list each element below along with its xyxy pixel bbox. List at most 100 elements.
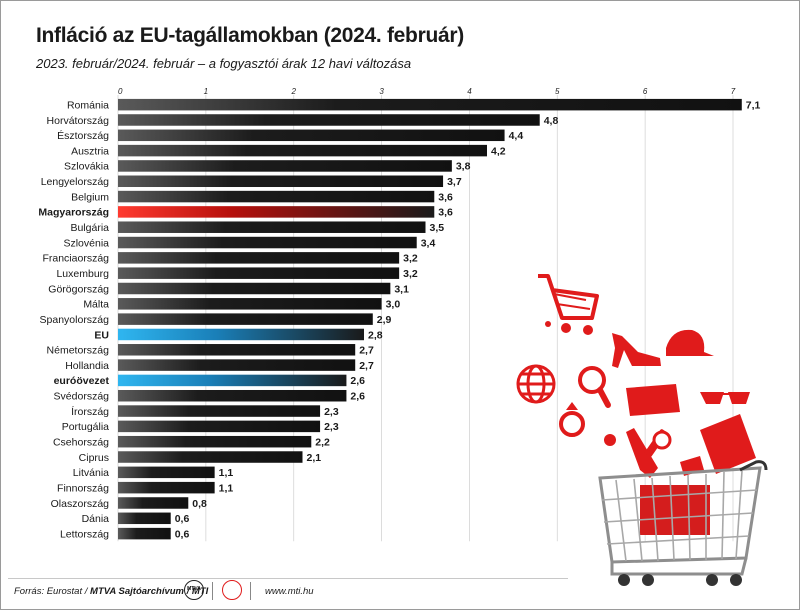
category-label: Hollandia <box>65 360 109 372</box>
bar <box>118 435 312 448</box>
category-label: Magyarország <box>38 207 109 219</box>
category-label: Csehország <box>53 437 109 449</box>
value-label: 2,1 <box>307 452 322 464</box>
value-label: 2,6 <box>350 375 365 387</box>
bar <box>118 298 382 310</box>
value-label: 4,4 <box>509 130 524 142</box>
category-label: Bulgária <box>70 222 109 234</box>
value-label: 0,6 <box>175 528 190 540</box>
bar <box>118 359 356 371</box>
category-label: EU <box>94 329 109 341</box>
bar <box>118 175 444 188</box>
source-bold: MTVA Sajtóarchívum / MTI <box>90 586 209 597</box>
bar <box>118 129 505 142</box>
mti-logo <box>222 580 242 600</box>
globe-icon <box>516 364 556 404</box>
bar <box>118 267 400 279</box>
category-label: Ausztria <box>71 145 109 157</box>
category-label: Finnország <box>57 482 109 494</box>
bar <box>118 328 364 341</box>
value-label: 4,2 <box>491 145 506 157</box>
x-tick-label: 6 <box>643 87 648 96</box>
category-label: Málta <box>83 299 109 311</box>
bar <box>118 252 400 264</box>
source-prefix: Forrás: Eurostat / <box>14 586 91 597</box>
bar <box>118 389 347 402</box>
x-tick-label: 2 <box>290 87 296 96</box>
bar <box>118 344 356 356</box>
value-label: 2,7 <box>359 345 374 357</box>
category-label: Románia <box>67 99 109 111</box>
bar <box>118 282 391 295</box>
value-label: 3,2 <box>403 268 418 280</box>
bar <box>118 481 215 494</box>
category-label: Lengyelország <box>41 176 109 188</box>
category-label: Portugália <box>62 421 109 433</box>
value-label: 2,9 <box>377 314 392 326</box>
bead-icon <box>604 434 616 446</box>
value-label: 3,0 <box>386 299 401 311</box>
category-label: Horvátország <box>47 115 110 127</box>
bar <box>118 512 171 525</box>
value-label: 4,8 <box>544 115 559 127</box>
x-tick-label: 3 <box>379 87 384 96</box>
magnifier-icon <box>578 366 611 408</box>
watch-icon <box>644 429 672 457</box>
value-label: 3,5 <box>430 222 445 234</box>
category-label: Dánia <box>82 513 110 525</box>
footer-divider <box>8 578 568 579</box>
category-label: Lettország <box>60 528 109 540</box>
category-label: Írország <box>71 405 109 418</box>
wallet-icon <box>626 384 680 416</box>
bar <box>118 221 426 233</box>
bar <box>118 313 373 325</box>
value-label: 1,1 <box>219 482 234 494</box>
category-label: Szlovákia <box>64 161 109 173</box>
category-label: Görögország <box>48 283 109 295</box>
value-label: 2,3 <box>324 421 339 433</box>
value-label: 2,3 <box>324 406 339 418</box>
category-label: Svédország <box>54 391 110 403</box>
value-label: 0,6 <box>175 513 190 525</box>
sunglasses-icon <box>700 392 750 404</box>
value-label: 3,4 <box>421 237 436 249</box>
bar <box>118 98 742 111</box>
value-label: 3,8 <box>456 161 471 173</box>
bar <box>118 206 435 218</box>
category-label: Németország <box>47 345 110 357</box>
category-label: Spanyolország <box>40 314 110 326</box>
tie-icon <box>626 428 658 478</box>
value-label: 2,2 <box>315 437 330 449</box>
x-tick-label: 1 <box>204 87 208 96</box>
value-label: 3,6 <box>438 191 453 203</box>
shoe-icon <box>612 333 661 368</box>
category-label: Luxemburg <box>56 268 109 280</box>
x-tick-label: 4 <box>467 87 472 96</box>
bar <box>118 497 189 509</box>
footer-url: www.mti.hu <box>265 586 314 597</box>
ring-icon <box>559 402 585 437</box>
bar <box>118 405 321 417</box>
value-label: 2,8 <box>368 329 383 341</box>
category-label: Litvánia <box>73 467 109 479</box>
category-label: Ciprus <box>79 452 109 464</box>
bar <box>118 451 303 463</box>
value-label: 3,1 <box>394 283 409 295</box>
source-note: Forrás: Eurostat / MTVA Sajtóarchívum / … <box>14 586 208 597</box>
bar <box>118 527 171 540</box>
bar <box>118 160 452 172</box>
handbag-icon <box>700 414 756 474</box>
mtva-logo: MTVA <box>184 580 204 600</box>
category-label: euróövezet <box>54 375 110 387</box>
x-tick-label: 0 <box>118 87 123 96</box>
bar <box>118 114 540 126</box>
category-label: Belgium <box>71 191 109 203</box>
value-label: 3,6 <box>438 207 453 219</box>
category-label: Szlovénia <box>63 237 109 249</box>
bar <box>118 190 435 203</box>
bar <box>118 236 417 249</box>
value-label: 7,1 <box>746 99 761 111</box>
category-label: Olaszország <box>51 498 110 510</box>
logo-separator-2 <box>250 582 251 600</box>
